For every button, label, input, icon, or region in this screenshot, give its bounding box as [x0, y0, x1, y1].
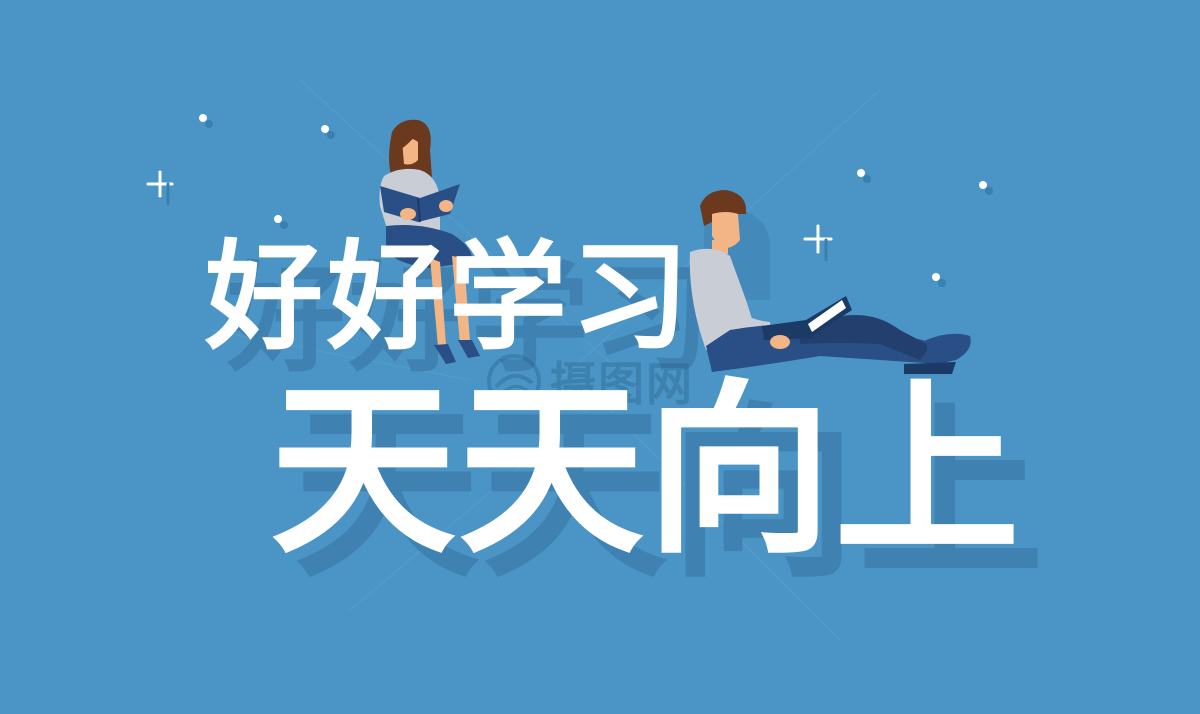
sparkle-dot-icon [979, 181, 987, 189]
sparkle-dot-icon [932, 273, 940, 281]
headline-line1-shadow: 好好学习 [227, 250, 716, 388]
headline-line1-text: 好好学习 [205, 228, 694, 366]
sparkle-dot-icon [274, 215, 282, 223]
watermark: 摄图网 [486, 348, 694, 414]
sparkle-dot-icon [321, 125, 329, 133]
headline-line1: 好好学习 好好学习 [205, 238, 711, 378]
logo-watermark-icon [487, 354, 541, 408]
headline-line2: 天天向上 天天向上 [270, 378, 1044, 588]
sparkle-dot-icon [857, 169, 865, 177]
watermark-text: 摄图网 [550, 357, 694, 411]
sparkle-dot-icon [199, 114, 207, 122]
headline-line2-text: 天天向上 [270, 362, 1023, 579]
headline-line2-shadow: 天天向上 [294, 386, 1047, 603]
